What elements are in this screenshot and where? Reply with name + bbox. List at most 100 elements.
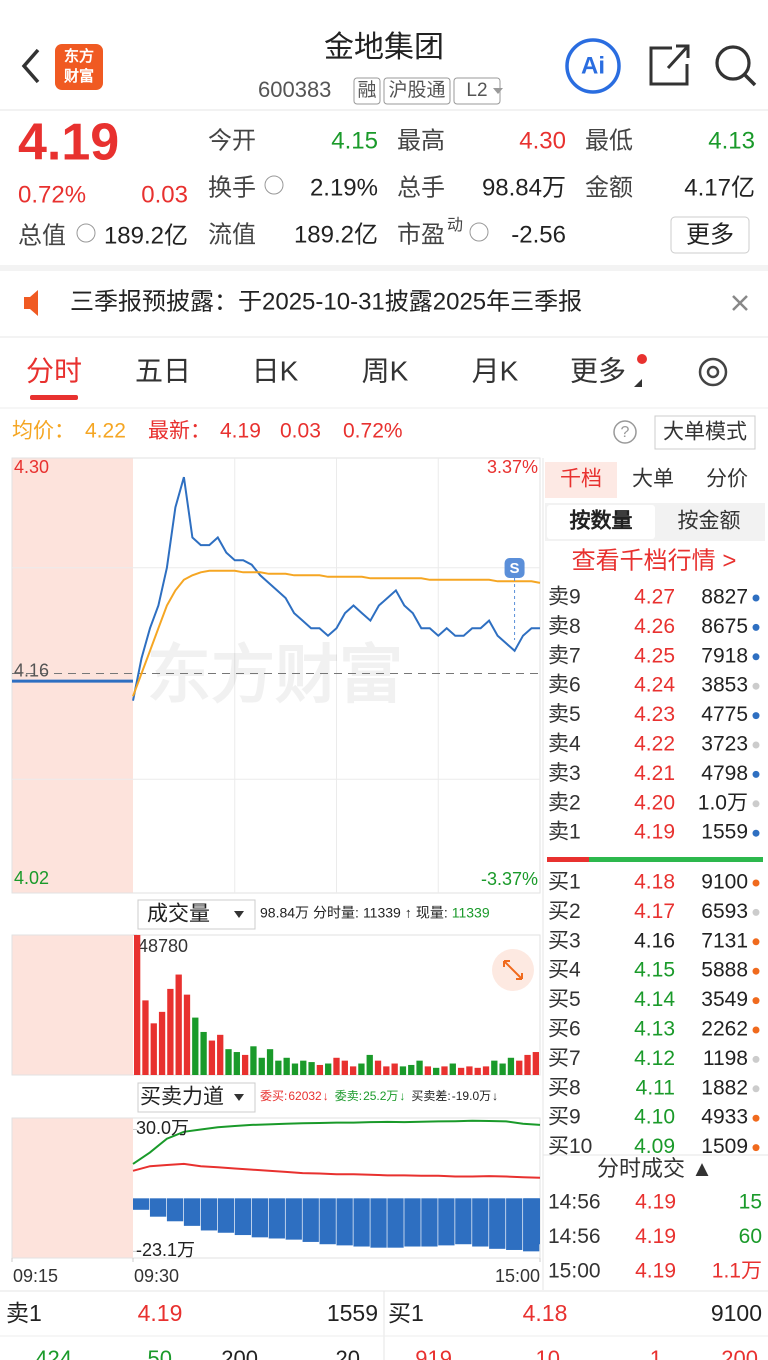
book-dot: [752, 1114, 760, 1122]
book-price: 4.17: [634, 900, 675, 923]
book-price: 4.21: [634, 762, 675, 785]
force-bar: [234, 1198, 252, 1236]
force-bar: [523, 1198, 540, 1245]
x-tick-label: 09:30: [134, 1266, 179, 1286]
stat-value: 4.17亿: [684, 174, 755, 201]
dropdown-arrow: [234, 1094, 244, 1101]
book-subtab[interactable]: 按金额: [678, 510, 741, 533]
footer-label: 卖1: [6, 1300, 42, 1326]
book-volume: 1882: [701, 1076, 748, 1099]
volume-info: 分时量:: [313, 905, 359, 921]
indicator-select[interactable]: [137, 899, 256, 930]
book-level: 卖8: [548, 615, 581, 638]
volume-bar: [499, 1063, 506, 1075]
settings-button[interactable]: [698, 357, 728, 387]
trade-time: 14:56: [548, 1191, 601, 1214]
book-price: 4.27: [634, 586, 675, 609]
tab[interactable]: 周K: [362, 355, 409, 386]
book-level: 买10: [548, 1135, 592, 1158]
book-volume: 4933: [701, 1106, 748, 1129]
stat-label: 总值: [18, 222, 66, 249]
stat-value: 4.13: [708, 127, 755, 154]
help-button[interactable]: [613, 420, 637, 444]
book-tab[interactable]: 千档: [560, 468, 602, 491]
more-button[interactable]: [670, 216, 750, 254]
book-price: 4.15: [634, 959, 675, 982]
force-bar: [370, 1198, 387, 1248]
ratio-bar: [547, 857, 589, 862]
search-button[interactable]: [715, 45, 751, 81]
footer-cell: 200: [721, 1346, 758, 1360]
volume-bar: [283, 1057, 290, 1075]
volume-bar: [474, 1067, 481, 1075]
tag-box: [453, 77, 501, 105]
book-tab[interactable]: 分价: [706, 468, 748, 491]
book-dot: [752, 741, 760, 749]
tab[interactable]: 更多: [570, 355, 626, 386]
volume-bar: [341, 1060, 348, 1075]
back-button[interactable]: [21, 48, 40, 84]
watermark: 东方财富: [147, 639, 403, 711]
book-price: 4.25: [634, 644, 675, 667]
close-button[interactable]: [732, 295, 748, 311]
book-level: 买3: [548, 929, 581, 952]
tab-selected[interactable]: [545, 462, 617, 498]
subtab-selected[interactable]: [547, 505, 655, 539]
signal-marker[interactable]: [504, 558, 525, 578]
force-bar: [200, 1198, 218, 1231]
book-volume: 3853: [701, 674, 748, 697]
stat-label: 总手: [397, 174, 445, 201]
tab[interactable]: 五日: [135, 355, 191, 386]
indicator-name: 买卖力道: [140, 1086, 224, 1109]
force-bar: [319, 1198, 336, 1245]
indicator-select[interactable]: [137, 1082, 256, 1113]
ai-button[interactable]: [565, 38, 621, 94]
volume-bar: [358, 1063, 365, 1075]
trade-volume: 60: [739, 1225, 762, 1248]
book-link[interactable]: 查看千档行情 >: [572, 547, 737, 574]
tab[interactable]: 分时: [26, 355, 82, 386]
force-bar: [489, 1198, 506, 1249]
mode-button[interactable]: [654, 415, 756, 450]
info-icon: [264, 175, 284, 195]
dropdown-arrow: [234, 911, 244, 918]
force-info: 25.2万: [363, 1089, 398, 1103]
divider: [0, 336, 768, 338]
book-tab[interactable]: 大单: [632, 468, 674, 491]
book-volume: 1509: [701, 1135, 748, 1158]
book-volume: 5888: [701, 959, 748, 982]
force-info: ↓: [492, 1089, 498, 1103]
volume-bar: [441, 1066, 448, 1075]
book-level: 买5: [548, 988, 581, 1011]
volume-bar: [374, 1060, 382, 1075]
tab[interactable]: 日K: [252, 355, 299, 386]
volume-bar: [408, 1064, 415, 1075]
dropdown-arrow[interactable]: [493, 88, 503, 94]
book-volume: 1559: [701, 821, 748, 844]
force-bar: [166, 1198, 184, 1222]
tab-underline: [30, 395, 78, 400]
force-bar: [183, 1198, 201, 1226]
settings-icon: [706, 365, 720, 379]
ratio-bar: [589, 857, 763, 862]
avg-price: 4.22: [85, 420, 126, 443]
force-info: 买卖差:: [411, 1089, 450, 1103]
book-dot: [752, 623, 760, 631]
volume-info: 现量:: [416, 905, 448, 921]
y-tick-label: 4.02: [14, 868, 49, 888]
share-button[interactable]: [649, 44, 690, 86]
stat-label: 换手: [208, 174, 256, 201]
stat-value: 2.19%: [310, 174, 378, 201]
tab[interactable]: 月K: [472, 355, 519, 386]
volume-bar: [308, 1062, 315, 1075]
change-pct: 0.72%: [18, 181, 86, 208]
book-volume: 3723: [701, 733, 748, 756]
volume-bar: [391, 1063, 398, 1075]
volume-bar: [225, 1049, 232, 1075]
book-dot: [752, 770, 760, 778]
volume-bar: [158, 1011, 166, 1075]
auction-shade: [12, 1118, 133, 1258]
badge-dot: [637, 354, 647, 364]
speaker-icon: [24, 290, 38, 316]
more-label: 更多: [686, 221, 734, 248]
